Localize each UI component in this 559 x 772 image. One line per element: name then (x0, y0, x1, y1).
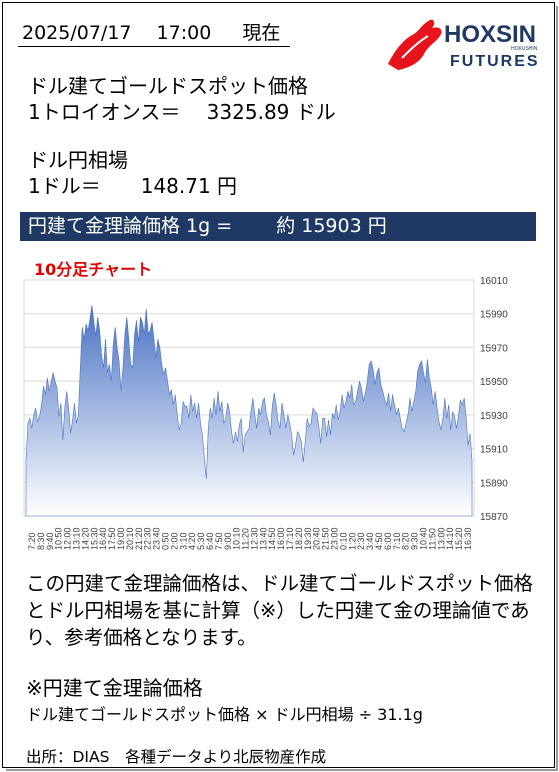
x-tick-label: 13:10 (72, 527, 82, 550)
chart-container: 16010 15990 15970 15950 15930 15910 15890 15870… (18, 276, 538, 552)
formula-text: ドル建てゴールドスポット価格 × ドル円相場 ÷ 31.1g (26, 705, 423, 724)
x-tick-label: 16:00 (276, 527, 286, 550)
y-tick-label: 16010 (480, 276, 508, 287)
x-tick-label: 18:20 (294, 527, 304, 550)
x-tick-label: 10:50 (54, 527, 64, 550)
x-tick-label: 3:40 (365, 532, 375, 550)
x-tick-label: 3:10 (178, 532, 188, 550)
source-note: 出所：DIAS 各種データより北辰物産作成 (26, 748, 327, 766)
x-tick-label: 11:50 (427, 528, 437, 550)
x-tick-label: 0:50 (161, 532, 171, 550)
x-tick-label: 13:00 (436, 527, 446, 550)
fx-label: ドル円相場 (28, 148, 128, 172)
x-tick-label: 6:40 (205, 532, 215, 550)
x-tick-label: 1:20 (347, 532, 357, 550)
x-tick-label: 4:50 (374, 532, 384, 550)
x-tick-label: 10:40 (419, 527, 429, 550)
x-tick-label: 15:20 (454, 527, 464, 550)
y-tick-label: 15870 (480, 512, 508, 523)
x-tick-label: 20:40 (312, 527, 322, 550)
hoxsin-logo: HOXSIN HOKUSHIN FUTURES (384, 12, 544, 74)
x-tick-label: 12:30 (249, 527, 259, 550)
x-tick-label: 13:40 (258, 527, 268, 550)
x-tick-label: 9:40 (45, 532, 55, 550)
x-tick-label: 2:30 (356, 532, 366, 550)
chart-title: 10分足チャート (34, 260, 153, 279)
x-tick-label: 22:30 (143, 527, 153, 550)
logo-small-text: HOKUSHIN (511, 46, 538, 52)
x-tick-label: 10:10 (232, 527, 242, 550)
gold-price: 1トロイオンス＝ 3325.89 ドル (28, 100, 336, 124)
x-tick-label: 23:40 (152, 527, 162, 550)
y-tick-label: 15950 (480, 377, 508, 388)
datetime-label: 2025/07/17 17:00 現在 (18, 18, 291, 47)
x-tick-label: 20:10 (125, 527, 135, 550)
logo-text: HOXSIN (444, 21, 536, 48)
x-tick-label: 9:30 (410, 532, 420, 550)
x-tick-label: 14:20 (80, 527, 90, 550)
x-tick-label: 21:50 (321, 527, 331, 550)
y-tick-label: 15990 (480, 310, 508, 321)
x-tick-label: 19:00 (116, 527, 126, 550)
logo-graphic: HOXSIN HOKUSHIN FUTURES (388, 19, 540, 70)
x-tick-label: 7:50 (214, 532, 224, 550)
yen-gold-price-banner: 円建て金理論価格 1g = 約 15903 円 (20, 212, 536, 241)
x-tick-label: 2:00 (169, 532, 179, 550)
price-area-series (25, 305, 473, 517)
x-tick-label: 14:50 (267, 527, 277, 550)
y-tick-label: 15970 (480, 343, 508, 354)
x-tick-label: 7:10 (392, 532, 402, 550)
y-tick-label: 15910 (480, 445, 508, 456)
formula-title: ※円建て金理論価格 (26, 676, 203, 700)
x-tick-label: 12:00 (63, 527, 73, 550)
x-tick-label: 15:30 (89, 527, 99, 550)
explanation-note: この円建て金理論価格は、ドル建てゴールドスポット価格とドル円相場を基に計算（※）… (26, 572, 534, 649)
x-tick-label: 17:50 (107, 527, 117, 550)
x-tick-label: 16:40 (98, 527, 108, 550)
x-tick-label: 17:10 (285, 527, 295, 550)
x-tick-label: 16:30 (463, 527, 473, 550)
logo-sub-text: FUTURES (450, 53, 540, 70)
area-chart: 16010 15990 15970 15950 15930 15910 15890 15870… (23, 276, 508, 550)
x-tick-label: 14:10 (445, 527, 455, 550)
x-tick-label: 5:30 (196, 532, 206, 550)
y-tick-label: 15890 (480, 478, 508, 489)
x-tick-label: 23:00 (330, 527, 340, 550)
x-tick-label: 0:10 (338, 532, 348, 550)
x-tick-label: 4:20 (187, 532, 197, 550)
x-tick-label: 8:30 (36, 532, 46, 550)
x-tick-label: 8:20 (401, 532, 411, 550)
gold-label: ドル建てゴールドスポット価格 (28, 74, 308, 98)
y-tick-label: 15930 (480, 411, 508, 422)
frame-shadow (6, 6, 558, 771)
fx-rate: 1ドル＝ 148.71 円 (28, 174, 238, 198)
x-tick-label: 7:20 (27, 532, 37, 550)
x-tick-label: 11:20 (241, 528, 251, 550)
x-tick-label: 21:20 (134, 527, 144, 550)
x-tick-label: 9:00 (223, 532, 233, 550)
x-tick-label: 19:30 (303, 527, 313, 550)
x-tick-label: 6:00 (383, 532, 393, 550)
